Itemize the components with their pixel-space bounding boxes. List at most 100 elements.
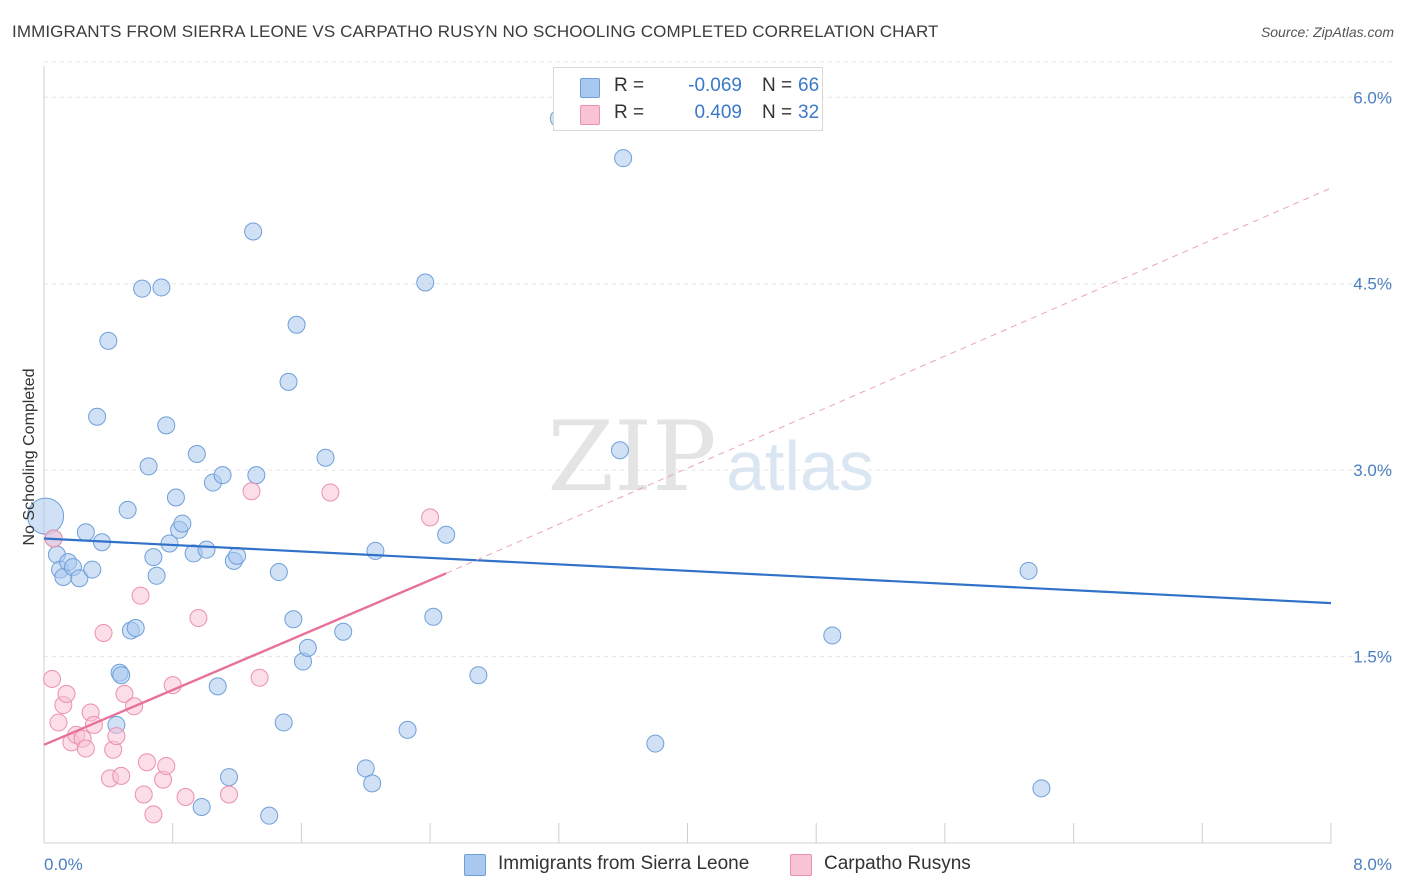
data-point-carpatho-rusyns [220,785,239,804]
data-point-sierra-leone [83,560,102,579]
data-point-sierra-leone [118,500,137,519]
data-point-carpatho-rusyns [49,713,68,732]
y-tick-label: 1.5% [1353,648,1392,667]
data-point-sierra-leone [187,444,206,463]
data-point-sierra-leone [220,768,239,787]
x-tick-label-min: 0.0% [44,855,83,874]
data-point-sierra-leone [614,149,633,168]
data-point-sierra-leone [144,548,163,567]
legend-r-value: -0.069 [688,75,742,96]
data-point-sierra-leone [416,273,435,292]
y-tick-label: 6.0% [1353,88,1392,107]
watermark-zip: ZIP [547,401,716,513]
data-point-carpatho-rusyns [107,727,126,746]
data-point-sierra-leone [139,457,158,476]
legend-n-label: N = [762,102,793,123]
data-point-sierra-leone [424,607,443,626]
data-point-sierra-leone [274,713,293,732]
data-point-sierra-leone [213,466,232,485]
data-point-carpatho-rusyns [57,684,76,703]
data-point-carpatho-rusyns [137,753,156,772]
data-point-carpatho-rusyns [421,508,440,527]
data-point-sierra-leone [228,546,247,565]
y-tick-label: 4.5% [1353,275,1392,294]
data-point-sierra-leone [610,441,629,460]
data-point-carpatho-rusyns [321,483,340,502]
data-point-sierra-leone [284,610,303,629]
data-point-carpatho-rusyns [115,684,134,703]
grid-lines [43,61,1392,844]
y-axis-title: No Schooling Completed [21,369,38,546]
data-point-carpatho-rusyns [144,805,163,824]
series-legend: Immigrants from Sierra Leone Carpatho Ru… [0,852,1406,878]
data-point-sierra-leone [1019,561,1038,580]
data-point-sierra-leone [244,222,263,241]
legend-swatch-sierra-leone [464,854,486,876]
data-point-sierra-leone [366,541,385,560]
data-point-sierra-leone [279,372,298,391]
data-point-carpatho-rusyns [189,609,208,628]
x-axis-ticks [43,823,1332,843]
data-point-carpatho-rusyns [176,788,195,807]
data-point-sierra-leone [197,540,216,559]
data-point-sierra-leone [356,759,375,778]
data-point-carpatho-rusyns [242,482,261,501]
data-point-carpatho-rusyns [43,669,62,688]
correlation-legend: R = -0.069 N = 66 R = 0.409 N = 32 [553,67,823,131]
trend-line-carpatho-rusyns-extension [445,187,1332,574]
data-point-sierra-leone [152,278,171,297]
data-point-sierra-leone [147,566,166,585]
legend-swatch-carpatho-rusyns [790,854,812,876]
data-point-carpatho-rusyns [112,766,131,785]
legend-n-value: 66 [798,75,820,96]
legend-r-label: R = [614,102,645,123]
data-point-sierra-leone [27,497,65,535]
legend-swatch-carpatho-rusyns [580,105,600,125]
data-point-carpatho-rusyns [131,586,150,605]
legend-n-label: N = [762,75,793,96]
data-point-sierra-leone [469,666,488,685]
data-point-sierra-leone [157,416,176,435]
data-point-sierra-leone [646,734,665,753]
legend-label-sierra-leone: Immigrants from Sierra Leone [498,853,750,874]
data-point-sierra-leone [166,488,185,507]
legend-r-label: R = [614,75,645,96]
data-point-sierra-leone [287,315,306,334]
legend-n-value: 32 [798,102,820,123]
data-point-sierra-leone [1032,779,1051,798]
data-point-sierra-leone [173,514,192,533]
source-label: Source: ZipAtlas.com [1260,24,1394,40]
y-tick-label: 3.0% [1353,461,1392,480]
data-point-sierra-leone [269,563,288,582]
x-tick-label-max: 8.0% [1353,855,1392,874]
y-axis-tick-labels: 1.5% 3.0% 4.5% 6.0% [1353,88,1392,666]
trend-line-sierra-leone [43,537,1332,605]
data-point-sierra-leone [437,525,456,544]
data-point-carpatho-rusyns [134,785,153,804]
data-point-sierra-leone [823,626,842,645]
series-sierra-leone-points [27,109,1051,825]
data-point-carpatho-rusyns [94,623,113,642]
data-point-sierra-leone [76,523,95,542]
watermark: ZIP atlas [547,401,874,513]
data-point-sierra-leone [208,677,227,696]
data-point-sierra-leone [316,448,335,467]
data-point-sierra-leone [70,569,89,588]
data-point-sierra-leone [334,622,353,641]
legend-swatch-sierra-leone [580,78,600,98]
data-point-sierra-leone [398,720,417,739]
data-point-sierra-leone [126,618,145,637]
legend-r-value: 0.409 [694,102,742,123]
data-point-carpatho-rusyns [157,756,176,775]
data-point-carpatho-rusyns [250,668,269,687]
watermark-atlas: atlas [726,427,874,505]
data-point-sierra-leone [112,666,131,685]
data-point-sierra-leone [363,774,382,793]
data-point-sierra-leone [247,466,266,485]
data-point-sierra-leone [298,638,317,657]
data-point-sierra-leone [192,797,211,816]
trend-lines [43,187,1332,746]
data-point-carpatho-rusyns [76,739,95,758]
data-point-sierra-leone [88,407,107,426]
